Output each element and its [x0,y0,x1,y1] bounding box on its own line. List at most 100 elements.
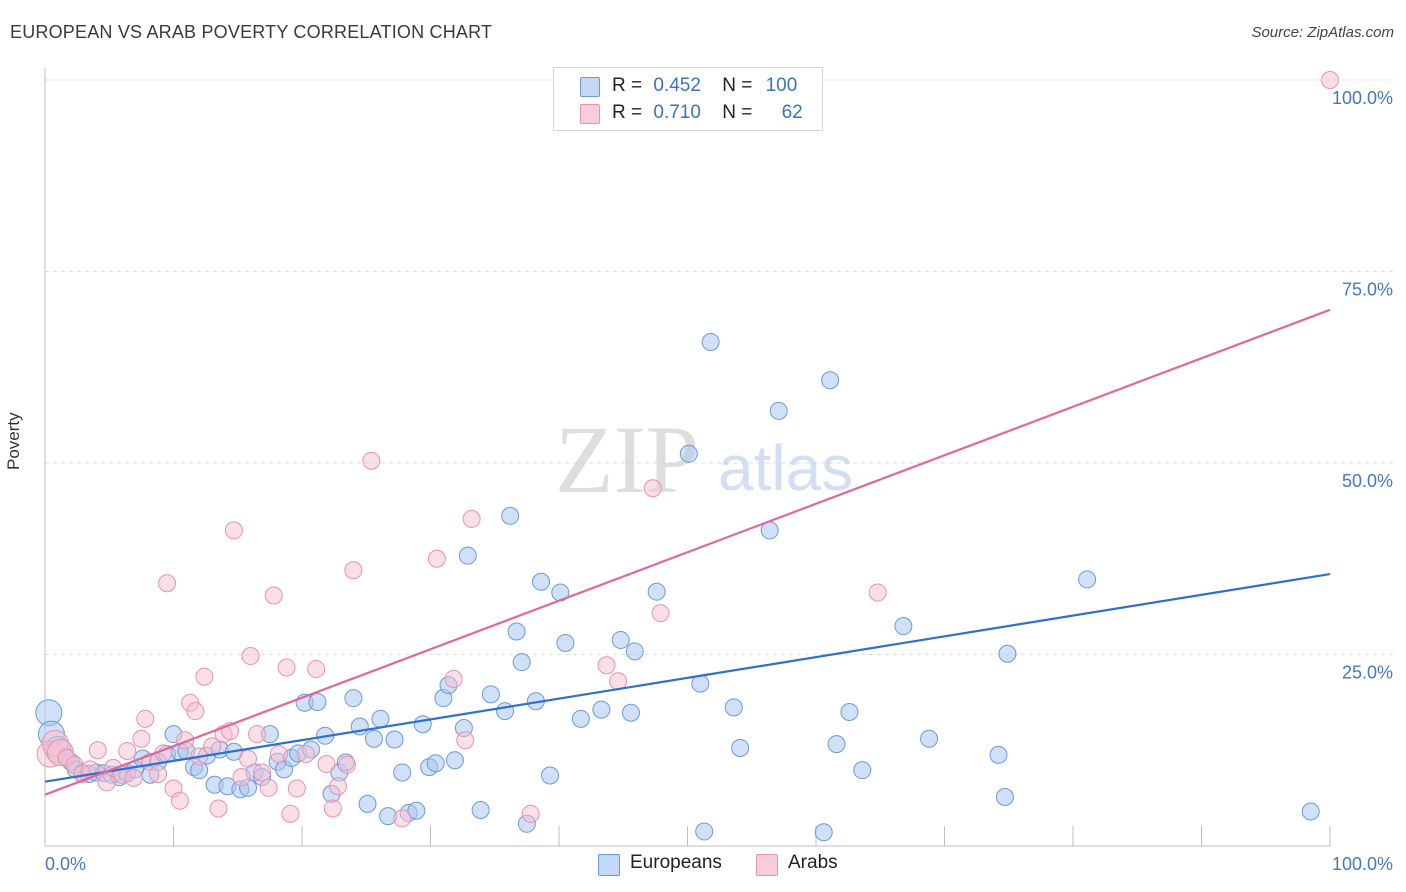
n-value-europeans: 100 [765,75,798,96]
europeans-point [894,617,913,636]
arabs-point [253,763,272,782]
arabs-point [328,777,347,796]
europeans-point [512,653,531,672]
europeans-point [571,709,590,728]
europeans-point [592,700,611,719]
arabs-point [287,779,306,798]
europeans-point [998,644,1017,663]
europeans-point [840,702,859,721]
n-label: N = [722,75,753,96]
europeans-point [501,506,520,525]
europeans-point [481,685,500,704]
europeans-point [344,689,363,708]
europeans-point [821,371,840,390]
arabs-point [362,451,381,470]
arabs-point [118,742,137,761]
arabs-point [643,479,662,498]
europeans-point [358,794,377,813]
europeans-point [371,709,390,728]
arabs-point [444,670,463,689]
arabs-point [232,768,251,787]
europeans-point [920,729,939,748]
europeans-point [701,332,720,351]
y-tick-label: 50.0% [1342,471,1393,491]
europeans-point [426,754,445,773]
watermark-atlas: atlas [718,432,853,504]
r-label: R = [612,102,643,123]
y-tick-label: 100.0% [1332,88,1393,108]
legend-label-europeans: Europeans [630,852,722,873]
arabs-point [248,725,267,744]
arabs-point [344,561,363,580]
europeans-point [407,801,426,820]
stats-text-arabs: R = 0.710 N = 62 [612,102,803,124]
europeans-swatch [580,77,600,97]
europeans-point [556,634,575,653]
arabs-point [281,804,300,823]
arabs-point [132,729,151,748]
gridlines [45,79,1395,655]
arabs-point [323,799,342,818]
watermark-zip: ZIP [555,406,699,513]
n-label: N = [722,102,753,123]
arabs-point [259,778,278,797]
europeans-point [695,822,714,841]
arabs-point [337,755,356,774]
y-tick-label: 25.0% [1342,663,1393,683]
arabs-point [868,583,887,602]
r-label: R = [612,75,643,96]
arabs-point [124,768,143,787]
europeans-point [621,703,640,722]
europeans-point [308,692,327,711]
legend-label-arabs: Arabs [788,852,838,873]
europeans-point [471,800,490,819]
arabs-point [186,702,205,721]
arabs-point [317,755,336,774]
watermark: ZIP atlas [555,406,853,513]
arabs-point [427,549,446,568]
europeans-legend-swatch [598,854,620,876]
arabs-trend-line [44,308,1331,796]
arabs-point [651,604,670,623]
europeans-point [647,582,666,601]
arabs-point [239,749,258,768]
source-credit: Source: ZipAtlas.com [1251,24,1394,41]
chart-title: EUROPEAN VS ARAB POVERTY CORRELATION CHA… [10,22,493,42]
y-tick-label: 75.0% [1342,280,1393,300]
arabs-point [277,658,296,677]
arabs-point [241,647,260,666]
x-tick-label: 100.0% [1332,854,1393,874]
europeans-point [496,702,515,721]
arabs-point [195,667,214,686]
europeans-point [611,630,630,649]
arabs-point [1321,71,1339,89]
trend-lines [44,308,1331,796]
europeans-point [625,642,644,661]
europeans-point [458,546,477,565]
europeans-point [532,572,551,591]
europeans-point [679,444,698,463]
n-value-arabs: 62 [781,102,803,123]
europeans-point [724,698,743,717]
arabs-point [393,809,412,828]
x-tick-label: 0.0% [45,854,86,874]
arabs-swatch [580,104,600,124]
europeans-point [814,823,833,842]
arabs-point [88,741,107,760]
arabs-point [224,521,243,540]
r-value-europeans: 0.452 [653,75,701,96]
arabs-point [170,791,189,810]
europeans-point [1078,570,1097,589]
europeans-point [989,745,1008,764]
arabs-point [521,804,540,823]
stats-text-europeans: R = 0.452 N = 100 [612,75,797,97]
arabs-point [269,745,288,764]
europeans-point [445,751,464,770]
arabs-legend-swatch [756,854,778,876]
tick-labels: 25.0% 50.0% 75.0% 100.0% 0.0% 100.0% [45,88,1393,874]
arabs-point [158,574,177,593]
arabs-point [307,660,326,679]
europeans-point [731,738,750,757]
europeans-point [853,761,872,780]
europeans-point [385,730,404,749]
